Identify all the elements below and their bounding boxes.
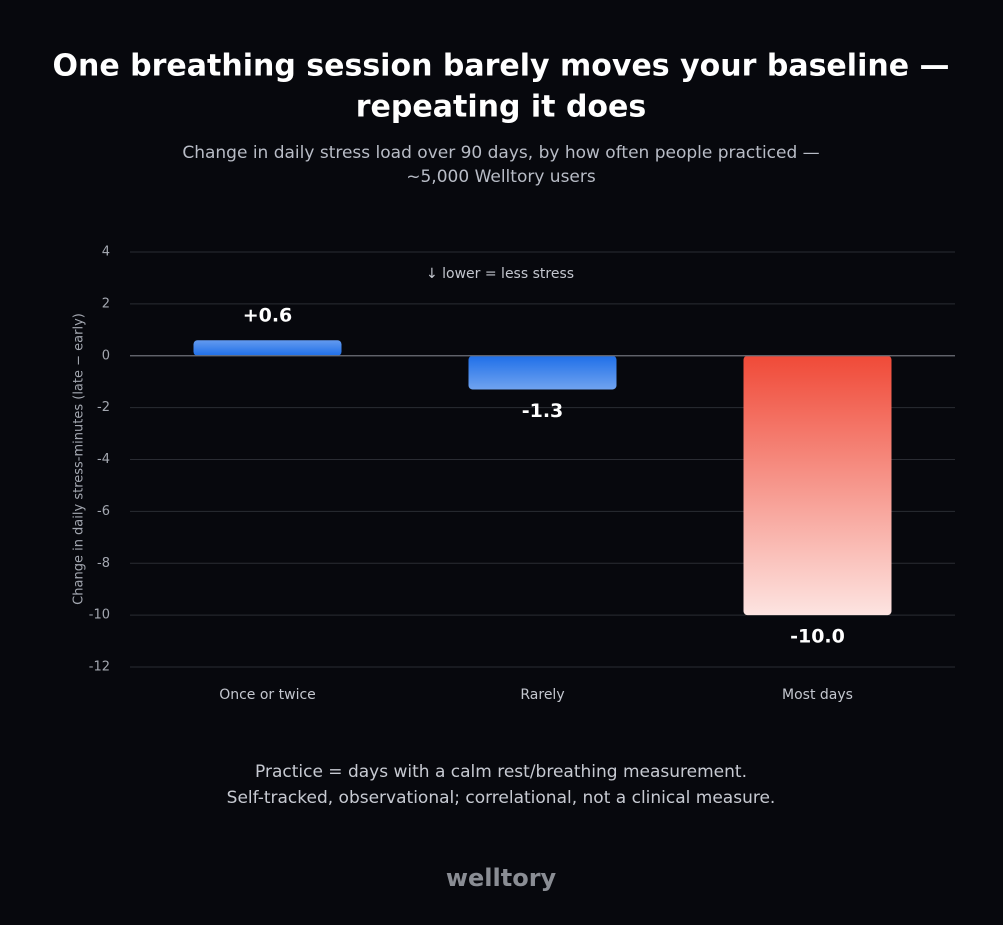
value-label: +0.6 [243, 305, 293, 327]
footnote: Self-tracked, observational; correlation… [227, 788, 776, 808]
chart-title: One breathing session barely moves your … [53, 49, 950, 84]
y-tick-label: -10 [89, 608, 110, 623]
value-label: -1.3 [522, 400, 564, 422]
y-axis-label: Change in daily stress-minutes (late − e… [72, 313, 87, 605]
chart-title: repeating it does [356, 90, 646, 125]
y-tick-label: -6 [97, 504, 110, 519]
x-tick-label: Rarely [520, 687, 564, 703]
brand-logo: welltory [446, 864, 557, 892]
x-tick-label: Most days [782, 687, 853, 703]
bar [193, 340, 342, 356]
chart-subtitle: Change in daily stress load over 90 days… [182, 143, 819, 163]
bar [743, 355, 892, 616]
y-tick-label: -2 [97, 400, 110, 415]
footnote: Practice = days with a calm rest/breathi… [255, 762, 747, 782]
y-tick-label: -8 [97, 556, 110, 571]
x-tick-label: Once or twice [219, 687, 316, 703]
y-tick-label: 2 [102, 296, 110, 311]
chart-subtitle: ~5,000 Welltory users [406, 167, 596, 187]
annotation: ↓ lower = less stress [426, 266, 574, 282]
y-tick-label: 4 [102, 245, 110, 260]
value-label: -10.0 [790, 626, 845, 648]
y-tick-label: 0 [102, 348, 110, 363]
bar [468, 355, 617, 390]
y-tick-label: -4 [97, 452, 110, 467]
y-tick-label: -12 [89, 660, 110, 675]
